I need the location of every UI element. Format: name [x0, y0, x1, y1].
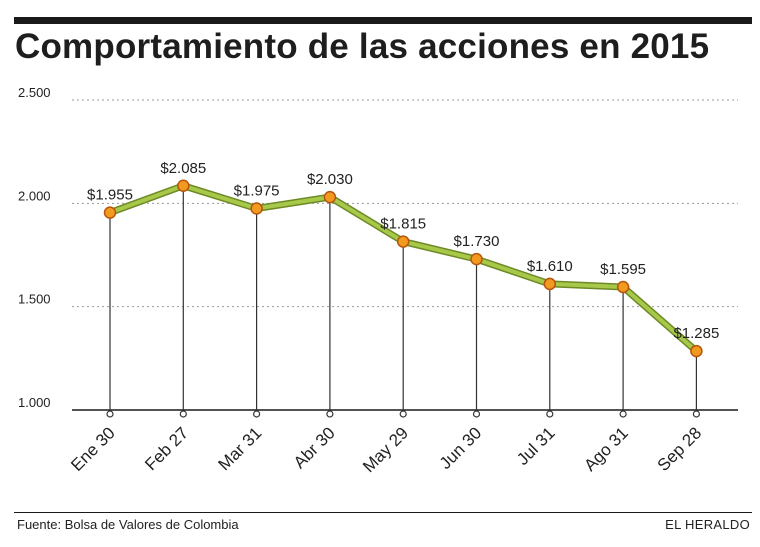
data-label: $2.085 — [160, 160, 206, 177]
x-tick-label: Abr 30 — [290, 423, 339, 472]
data-point — [543, 277, 557, 291]
x-tick-label: Feb 27 — [141, 423, 192, 474]
x-tick-label: May 29 — [359, 423, 412, 476]
x-tick-mark — [619, 410, 627, 418]
x-tick-label: Jul 31 — [513, 423, 559, 469]
y-tick-label: 1.500 — [18, 292, 51, 307]
x-tick-mark — [326, 410, 334, 418]
x-tick-mark — [472, 410, 481, 418]
top-rule — [14, 17, 752, 24]
data-label: $1.595 — [600, 261, 646, 278]
x-tick-mark — [253, 410, 261, 418]
x-tick-mark — [546, 410, 554, 418]
data-label: $1.955 — [87, 187, 133, 204]
x-tick-mark — [106, 410, 114, 418]
data-label: $1.975 — [234, 183, 280, 200]
data-label: $1.815 — [380, 216, 426, 233]
data-label: $1.285 — [673, 325, 719, 342]
data-point — [323, 190, 337, 204]
y-tick-label: 1.000 — [18, 395, 51, 410]
x-tick-mark — [692, 410, 701, 418]
chart-title: Comportamiento de las acciones en 2015 — [15, 27, 710, 66]
data-point — [177, 179, 190, 193]
data-point — [250, 202, 263, 215]
brand-label: EL HERALDO — [665, 517, 750, 532]
data-point — [470, 252, 483, 266]
data-point — [616, 280, 630, 294]
x-tick-label: Ago 31 — [580, 423, 632, 475]
x-tick-label: Ene 30 — [67, 423, 119, 475]
data-label: $1.610 — [527, 258, 573, 275]
footer-rule — [14, 512, 752, 513]
x-tick-mark — [179, 410, 187, 418]
data-point — [396, 235, 410, 248]
x-tick-label: Mar 31 — [215, 423, 266, 474]
data-label: $1.730 — [454, 233, 500, 250]
x-tick-mark — [399, 410, 407, 418]
source-note: Fuente: Bolsa de Valores de Colombia — [17, 517, 239, 532]
data-label: $2.030 — [307, 171, 353, 188]
y-tick-label: 2.500 — [18, 85, 51, 100]
data-point — [690, 344, 703, 358]
x-tick-label: Jun 30 — [436, 423, 486, 473]
y-tick-label: 2.000 — [18, 188, 51, 203]
data-point — [103, 206, 117, 219]
x-tick-label: Sep 28 — [654, 423, 706, 475]
